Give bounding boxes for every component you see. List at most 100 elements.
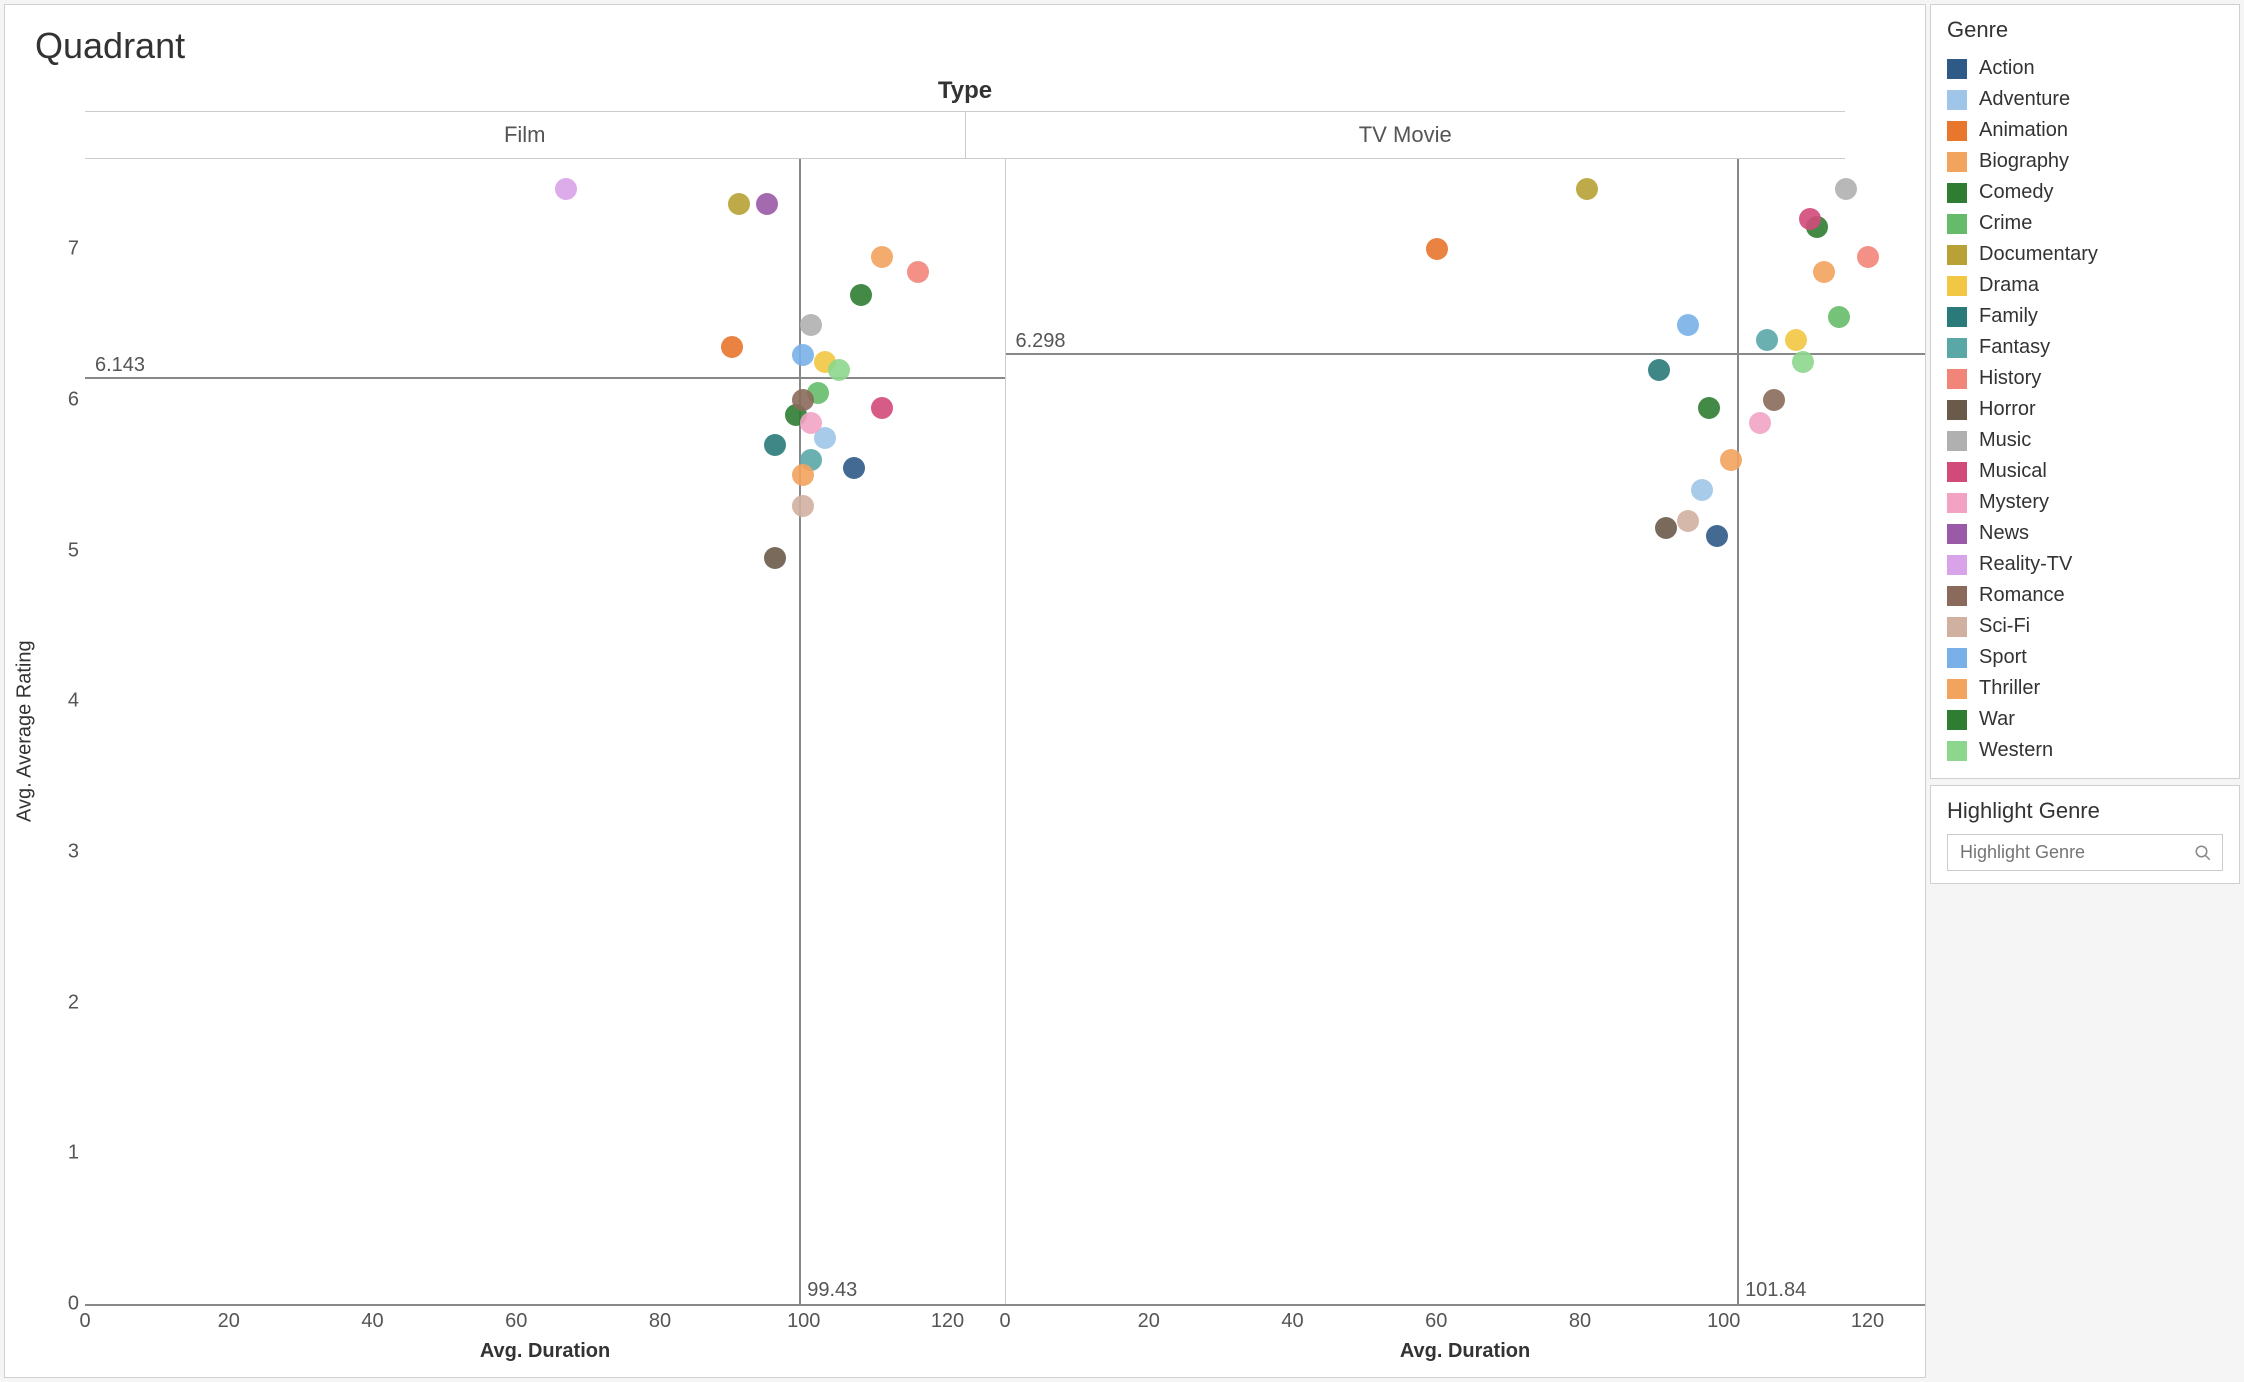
y-tick: 6 bbox=[68, 389, 79, 412]
x-tick: 0 bbox=[999, 1310, 1010, 1333]
data-point-war[interactable] bbox=[1698, 397, 1720, 419]
data-point-musical[interactable] bbox=[1799, 208, 1821, 230]
legend-swatch bbox=[1947, 555, 1967, 575]
data-point-sport[interactable] bbox=[792, 344, 814, 366]
x-tick: 0 bbox=[79, 1310, 90, 1333]
legend-swatch bbox=[1947, 741, 1967, 761]
facet-cell-tvmovie[interactable]: TV Movie bbox=[966, 112, 1846, 158]
legend-item-drama[interactable]: Drama bbox=[1947, 270, 2223, 301]
plot-film[interactable]: 6.14399.43 bbox=[85, 159, 1006, 1304]
legend-panel: Genre ActionAdventureAnimationBiographyC… bbox=[1930, 4, 2240, 779]
y-axis-label: Avg. Average Rating bbox=[5, 159, 45, 1304]
data-point-sci-fi[interactable] bbox=[1677, 510, 1699, 532]
data-point-sci-fi[interactable] bbox=[792, 495, 814, 517]
chart-title: Quadrant bbox=[5, 5, 1925, 77]
highlight-input[interactable] bbox=[1958, 841, 2194, 864]
legend-label: News bbox=[1979, 522, 2029, 545]
highlight-title: Highlight Genre bbox=[1947, 798, 2223, 824]
legend-item-western[interactable]: Western bbox=[1947, 735, 2223, 766]
data-point-action[interactable] bbox=[1706, 525, 1728, 547]
data-point-action[interactable] bbox=[843, 457, 865, 479]
data-point-reality-tv[interactable] bbox=[555, 178, 577, 200]
legend-item-comedy[interactable]: Comedy bbox=[1947, 177, 2223, 208]
legend-swatch bbox=[1947, 245, 1967, 265]
legend-item-adventure[interactable]: Adventure bbox=[1947, 84, 2223, 115]
data-point-animation[interactable] bbox=[1426, 238, 1448, 260]
data-point-history[interactable] bbox=[907, 261, 929, 283]
legend-label: Mystery bbox=[1979, 491, 2049, 514]
data-point-war[interactable] bbox=[850, 284, 872, 306]
data-point-romance[interactable] bbox=[792, 389, 814, 411]
legend-item-documentary[interactable]: Documentary bbox=[1947, 239, 2223, 270]
data-point-musical[interactable] bbox=[871, 397, 893, 419]
legend-swatch bbox=[1947, 710, 1967, 730]
plot-tv-movie[interactable]: 6.298 101.84 bbox=[1006, 159, 1926, 1304]
data-point-mystery[interactable] bbox=[1749, 412, 1771, 434]
data-point-family[interactable] bbox=[1648, 359, 1670, 381]
legend-label: Western bbox=[1979, 739, 2053, 762]
ref-line-horizontal bbox=[1006, 353, 1926, 355]
legend-item-romance[interactable]: Romance bbox=[1947, 580, 2223, 611]
legend-item-action[interactable]: Action bbox=[1947, 53, 2223, 84]
y-tick: 5 bbox=[68, 539, 79, 562]
data-point-sport[interactable] bbox=[1677, 314, 1699, 336]
data-point-family[interactable] bbox=[764, 434, 786, 456]
legend-item-history[interactable]: History bbox=[1947, 363, 2223, 394]
legend-item-animation[interactable]: Animation bbox=[1947, 115, 2223, 146]
legend-item-crime[interactable]: Crime bbox=[1947, 208, 2223, 239]
legend-swatch bbox=[1947, 431, 1967, 451]
legend-item-reality-tv[interactable]: Reality-TV bbox=[1947, 549, 2223, 580]
data-point-fantasy[interactable] bbox=[1756, 329, 1778, 351]
legend-label: Family bbox=[1979, 305, 2038, 328]
data-point-western[interactable] bbox=[828, 359, 850, 381]
legend-item-mystery[interactable]: Mystery bbox=[1947, 487, 2223, 518]
highlight-panel: Highlight Genre bbox=[1930, 785, 2240, 884]
data-point-horror[interactable] bbox=[764, 547, 786, 569]
data-point-mystery[interactable] bbox=[800, 412, 822, 434]
legend-item-war[interactable]: War bbox=[1947, 704, 2223, 735]
legend-item-sport[interactable]: Sport bbox=[1947, 642, 2223, 673]
data-point-biography[interactable] bbox=[1813, 261, 1835, 283]
x-tick: 100 bbox=[1707, 1310, 1740, 1333]
legend-item-music[interactable]: Music bbox=[1947, 425, 2223, 456]
data-point-thriller[interactable] bbox=[792, 464, 814, 486]
facet-cell-film[interactable]: Film bbox=[85, 112, 966, 158]
data-point-western[interactable] bbox=[1792, 351, 1814, 373]
legend-swatch bbox=[1947, 493, 1967, 513]
x-tick: 40 bbox=[361, 1310, 383, 1333]
data-point-animation[interactable] bbox=[721, 336, 743, 358]
data-point-news[interactable] bbox=[756, 193, 778, 215]
x-axis-block: 020406080100120Avg. Duration bbox=[1005, 1304, 1925, 1377]
data-point-documentary[interactable] bbox=[728, 193, 750, 215]
ref-label-y: 6.298 bbox=[1012, 330, 1070, 353]
data-point-horror[interactable] bbox=[1655, 517, 1677, 539]
data-point-history[interactable] bbox=[1857, 246, 1879, 268]
highlight-input-wrap[interactable] bbox=[1947, 834, 2223, 871]
legend-swatch bbox=[1947, 307, 1967, 327]
data-point-romance[interactable] bbox=[1763, 389, 1785, 411]
legend-item-musical[interactable]: Musical bbox=[1947, 456, 2223, 487]
legend-item-fantasy[interactable]: Fantasy bbox=[1947, 332, 2223, 363]
legend-item-biography[interactable]: Biography bbox=[1947, 146, 2223, 177]
legend-swatch bbox=[1947, 400, 1967, 420]
data-point-music[interactable] bbox=[800, 314, 822, 336]
legend-item-thriller[interactable]: Thriller bbox=[1947, 673, 2223, 704]
data-point-adventure[interactable] bbox=[1691, 479, 1713, 501]
legend-swatch bbox=[1947, 617, 1967, 637]
legend-label: Action bbox=[1979, 57, 2035, 80]
legend-item-news[interactable]: News bbox=[1947, 518, 2223, 549]
legend-label: Drama bbox=[1979, 274, 2039, 297]
ref-label-x: 101.84 bbox=[1741, 1279, 1810, 1302]
data-point-crime[interactable] bbox=[1828, 306, 1850, 328]
legend-swatch bbox=[1947, 462, 1967, 482]
data-point-documentary[interactable] bbox=[1576, 178, 1598, 200]
legend-swatch bbox=[1947, 121, 1967, 141]
data-point-drama[interactable] bbox=[1785, 329, 1807, 351]
legend-label: Thriller bbox=[1979, 677, 2040, 700]
data-point-biography[interactable] bbox=[871, 246, 893, 268]
legend-item-sci-fi[interactable]: Sci-Fi bbox=[1947, 611, 2223, 642]
data-point-music[interactable] bbox=[1835, 178, 1857, 200]
legend-item-family[interactable]: Family bbox=[1947, 301, 2223, 332]
legend-item-horror[interactable]: Horror bbox=[1947, 394, 2223, 425]
data-point-thriller[interactable] bbox=[1720, 449, 1742, 471]
